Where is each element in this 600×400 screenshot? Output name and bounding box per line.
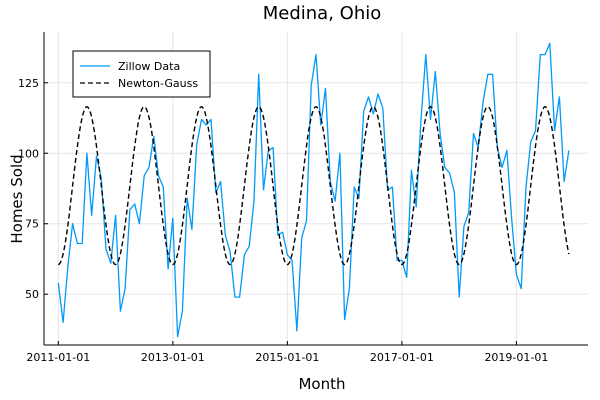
series-layer	[57, 42, 570, 338]
legend-box	[72, 50, 211, 98]
x-tick-label: 2019-01-01	[484, 351, 548, 364]
legend: Zillow Data Newton-Gauss	[72, 50, 211, 98]
y-tick-label: 75	[25, 218, 39, 231]
y-tick-label: 100	[18, 147, 39, 160]
tick-labels: 50 75 100 125 2011-01-01 2013-01-01 2015-01-01…	[18, 77, 548, 364]
x-tick-label: 2013-01-01	[141, 351, 205, 364]
y-axis-label: Homes Sold	[8, 154, 26, 243]
x-tick-label: 2011-01-01	[26, 351, 90, 364]
legend-label-newton-gauss: Newton-Gauss	[118, 77, 198, 90]
series-line-newton-gauss	[57, 105, 570, 266]
series-line-zillow	[57, 42, 570, 338]
x-tick-label: 2015-01-01	[255, 351, 319, 364]
y-tick-label: 125	[18, 77, 39, 90]
chart-title: Medina, Ohio	[263, 3, 382, 24]
y-tick-label: 50	[25, 288, 39, 301]
legend-label-zillow: Zillow Data	[118, 60, 180, 73]
x-tick-label: 2017-01-01	[370, 351, 434, 364]
x-axis-label: Month	[298, 375, 345, 393]
